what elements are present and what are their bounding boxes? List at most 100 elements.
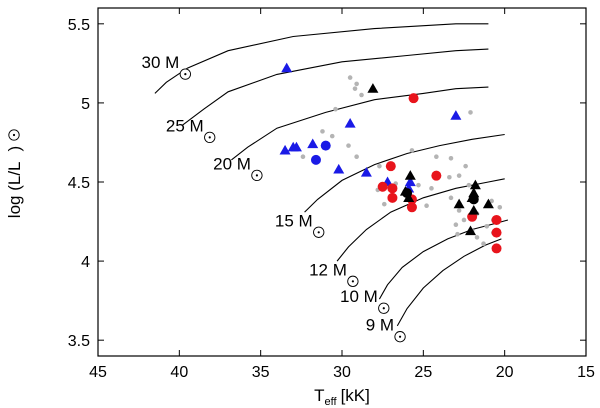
x-axis-title-unit: [kK]	[341, 386, 370, 405]
track-sun-symbol-1-dot	[208, 136, 211, 139]
track-label-4: 12 M	[309, 260, 347, 279]
grey-marker-1	[347, 75, 353, 80]
black-circles-marker-0	[402, 188, 413, 199]
track-3	[304, 133, 505, 213]
blue-triangles-marker-6	[279, 144, 291, 155]
x-tick-label-5: 20	[496, 364, 514, 381]
track-label-3: 15 M	[275, 211, 313, 230]
black-triangles-marker-1	[404, 170, 416, 180]
blue-triangles-marker-0	[281, 62, 293, 73]
blue-triangles-marker-1	[450, 110, 462, 120]
grey-marker-0	[354, 81, 359, 87]
red-circles-marker-11	[491, 243, 502, 254]
red-circles-marker-7	[406, 202, 417, 213]
grey-marker-20	[447, 174, 452, 180]
grey-marker-36	[461, 217, 467, 223]
red-circles-marker-1	[385, 161, 396, 172]
track-sun-symbol-6-dot	[398, 335, 402, 338]
blue-circles-marker-0	[320, 140, 331, 151]
y-tick-label-0: 3.5	[68, 333, 90, 350]
y-axis-title: log (L/L)	[5, 129, 24, 218]
blue-triangles-marker-5	[287, 141, 299, 152]
track-labels: 30 M 25 M 20 M 15 M 12 M 10 M 9 M	[142, 53, 406, 343]
x-axis-title-sub: eff	[325, 396, 338, 408]
track-sun-symbol-5-dot	[382, 307, 385, 310]
track-0	[154, 23, 489, 94]
track-sun-symbol-3-dot	[317, 231, 320, 234]
grey-marker-18	[416, 182, 421, 188]
track-4	[336, 178, 505, 262]
track-6	[396, 238, 502, 327]
grey-marker-14	[468, 110, 473, 115]
black-triangles-marker-8	[453, 198, 465, 209]
black-triangles-marker-9	[468, 204, 480, 215]
track-label-2: 20 M	[213, 154, 251, 173]
blue-triangles-marker-3	[307, 138, 319, 149]
x-tick-label-3: 30	[333, 364, 351, 381]
track-label-0: 30 M	[142, 53, 180, 72]
red-circles-marker-4	[387, 183, 398, 194]
grey-marker-2	[359, 92, 364, 98]
grey-marker-35	[481, 241, 486, 246]
grey-marker-28	[484, 223, 490, 229]
track-label-6: 9 M	[366, 316, 394, 335]
black-triangles-marker-10	[465, 225, 477, 236]
grey-marker-21	[466, 182, 472, 188]
red-circles-marker-9	[491, 214, 502, 225]
red-circles-marker-5	[387, 192, 398, 203]
blue-triangles-marker-2	[344, 117, 356, 128]
y-tick-label-3: 5	[81, 96, 90, 113]
x-axis-title-main: T	[314, 386, 324, 405]
grey-marker-30	[497, 205, 503, 210]
evolutionary-tracks	[154, 23, 509, 327]
x-tick-label-2: 35	[252, 364, 270, 381]
black-triangles-marker-4	[469, 179, 481, 190]
red-circles-marker-3	[377, 181, 388, 192]
y-tick-label-4: 5.5	[68, 17, 90, 34]
grey-marker-27	[474, 235, 480, 240]
grey-marker-25	[453, 222, 459, 228]
grey-marker-11	[409, 148, 415, 153]
blue-triangles-marker-8	[360, 167, 372, 177]
x-tick-label-4: 25	[414, 364, 432, 381]
y-tick-label-1: 4	[81, 254, 90, 271]
grey-marker-15	[463, 163, 468, 169]
grey-marker-13	[448, 155, 454, 161]
y-axis-sun-symbol-dot	[12, 133, 16, 137]
track-label-5: 10 M	[340, 287, 378, 306]
blue-triangles-marker-10	[404, 176, 416, 187]
axis-ticks: 45 40 35 30 25 20 15 3.5 4 4.5 5 5.5	[68, 8, 595, 381]
x-axis-title: Teff [kK]	[314, 386, 370, 408]
grey-marker-33	[455, 231, 460, 237]
track-sun-symbol-2-dot	[255, 174, 259, 177]
black-circles-marker-1	[468, 194, 479, 205]
black-triangles-marker-7	[482, 198, 494, 209]
grey-marker-19	[429, 186, 434, 191]
y-axis-title-text: log (L/L)	[5, 146, 24, 218]
grey-marker-10	[377, 163, 382, 169]
grey-marker-31	[489, 198, 494, 204]
red-circles-marker-0	[408, 93, 419, 104]
grey-marker-23	[424, 203, 429, 209]
blue-triangles-marker-7	[333, 163, 345, 174]
grey-marker-9	[354, 154, 359, 159]
black-triangles-marker-0	[367, 83, 379, 93]
grey-marker-4	[333, 106, 338, 112]
x-tick-label-0: 45	[89, 364, 107, 381]
y-tick-label-2: 4.5	[68, 175, 90, 192]
grey-marker-37	[300, 154, 306, 159]
y-axis-title-prefix: log (L/L	[5, 161, 24, 218]
track-5	[378, 219, 509, 300]
track-2	[231, 86, 489, 161]
grey-marker-22	[448, 195, 454, 201]
track-label-1: 25 M	[166, 116, 204, 135]
data-points	[279, 62, 503, 254]
grey-marker-8	[346, 143, 351, 148]
grey-marker-16	[456, 173, 462, 178]
x-tick-label-6: 15	[577, 364, 595, 381]
grey-marker-5	[320, 129, 325, 134]
blue-circles-marker-1	[310, 154, 321, 165]
track-sun-symbol-4-dot	[351, 280, 354, 283]
track-sun-symbol-0-dot	[184, 73, 187, 76]
